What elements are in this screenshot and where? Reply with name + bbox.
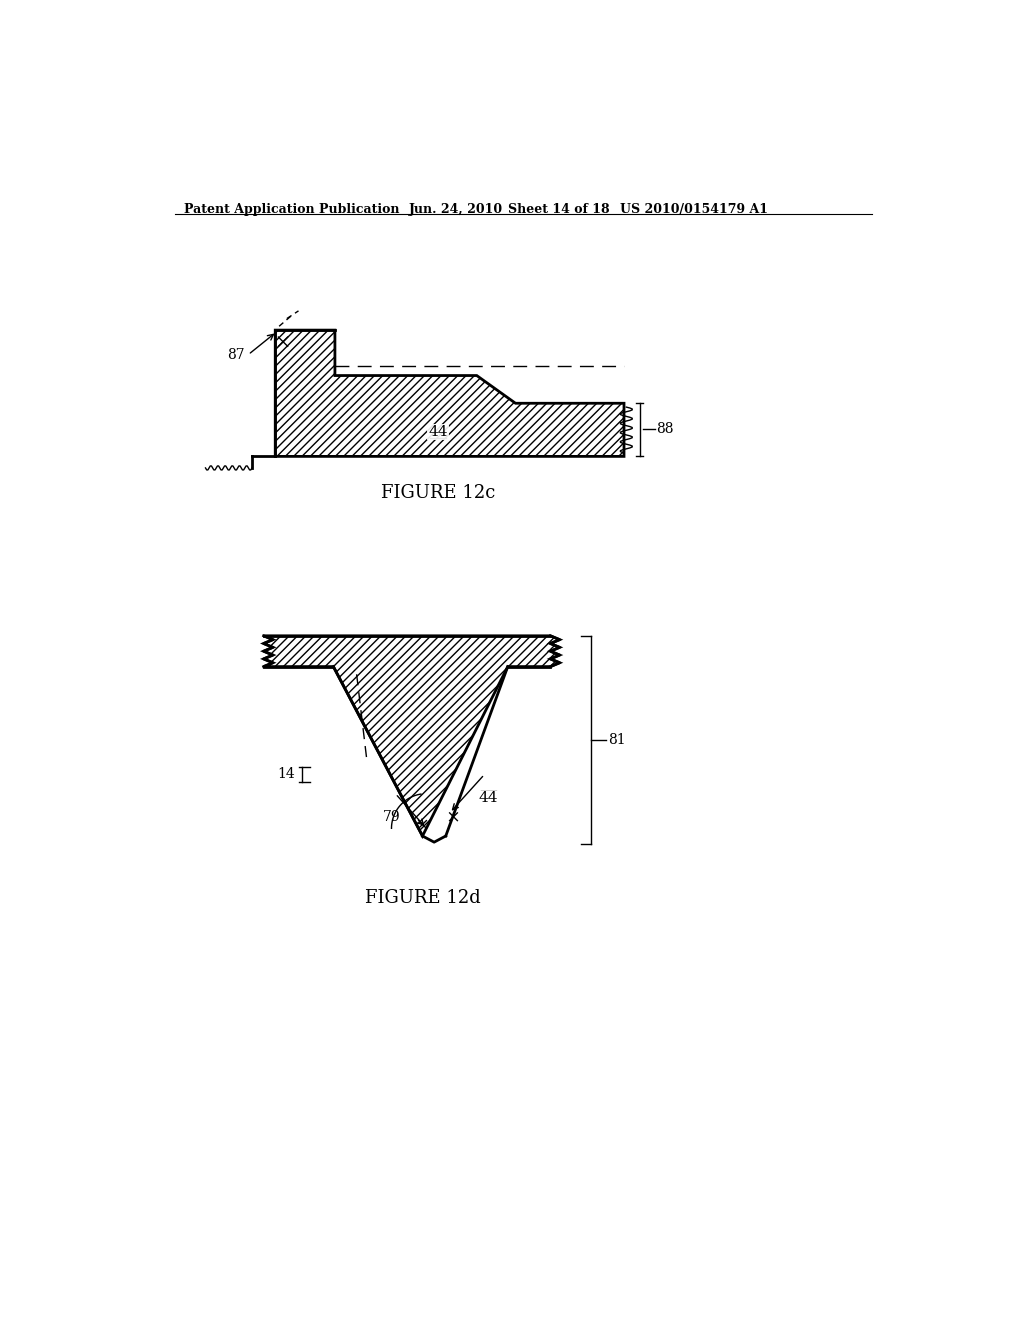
Text: 87: 87 xyxy=(226,347,245,362)
Text: Patent Application Publication: Patent Application Publication xyxy=(183,203,399,216)
Text: 44: 44 xyxy=(428,425,447,438)
Text: FIGURE 12c: FIGURE 12c xyxy=(381,484,496,503)
Text: Jun. 24, 2010: Jun. 24, 2010 xyxy=(409,203,503,216)
Text: 79: 79 xyxy=(383,809,400,824)
Text: FIGURE 12d: FIGURE 12d xyxy=(365,888,480,907)
Polygon shape xyxy=(275,330,624,457)
Text: 81: 81 xyxy=(608,733,626,747)
Text: Sheet 14 of 18: Sheet 14 of 18 xyxy=(508,203,609,216)
Text: US 2010/0154179 A1: US 2010/0154179 A1 xyxy=(621,203,768,216)
Text: 14: 14 xyxy=(276,767,295,781)
Text: 44: 44 xyxy=(478,791,498,804)
Text: 88: 88 xyxy=(656,422,674,437)
Polygon shape xyxy=(263,636,560,836)
